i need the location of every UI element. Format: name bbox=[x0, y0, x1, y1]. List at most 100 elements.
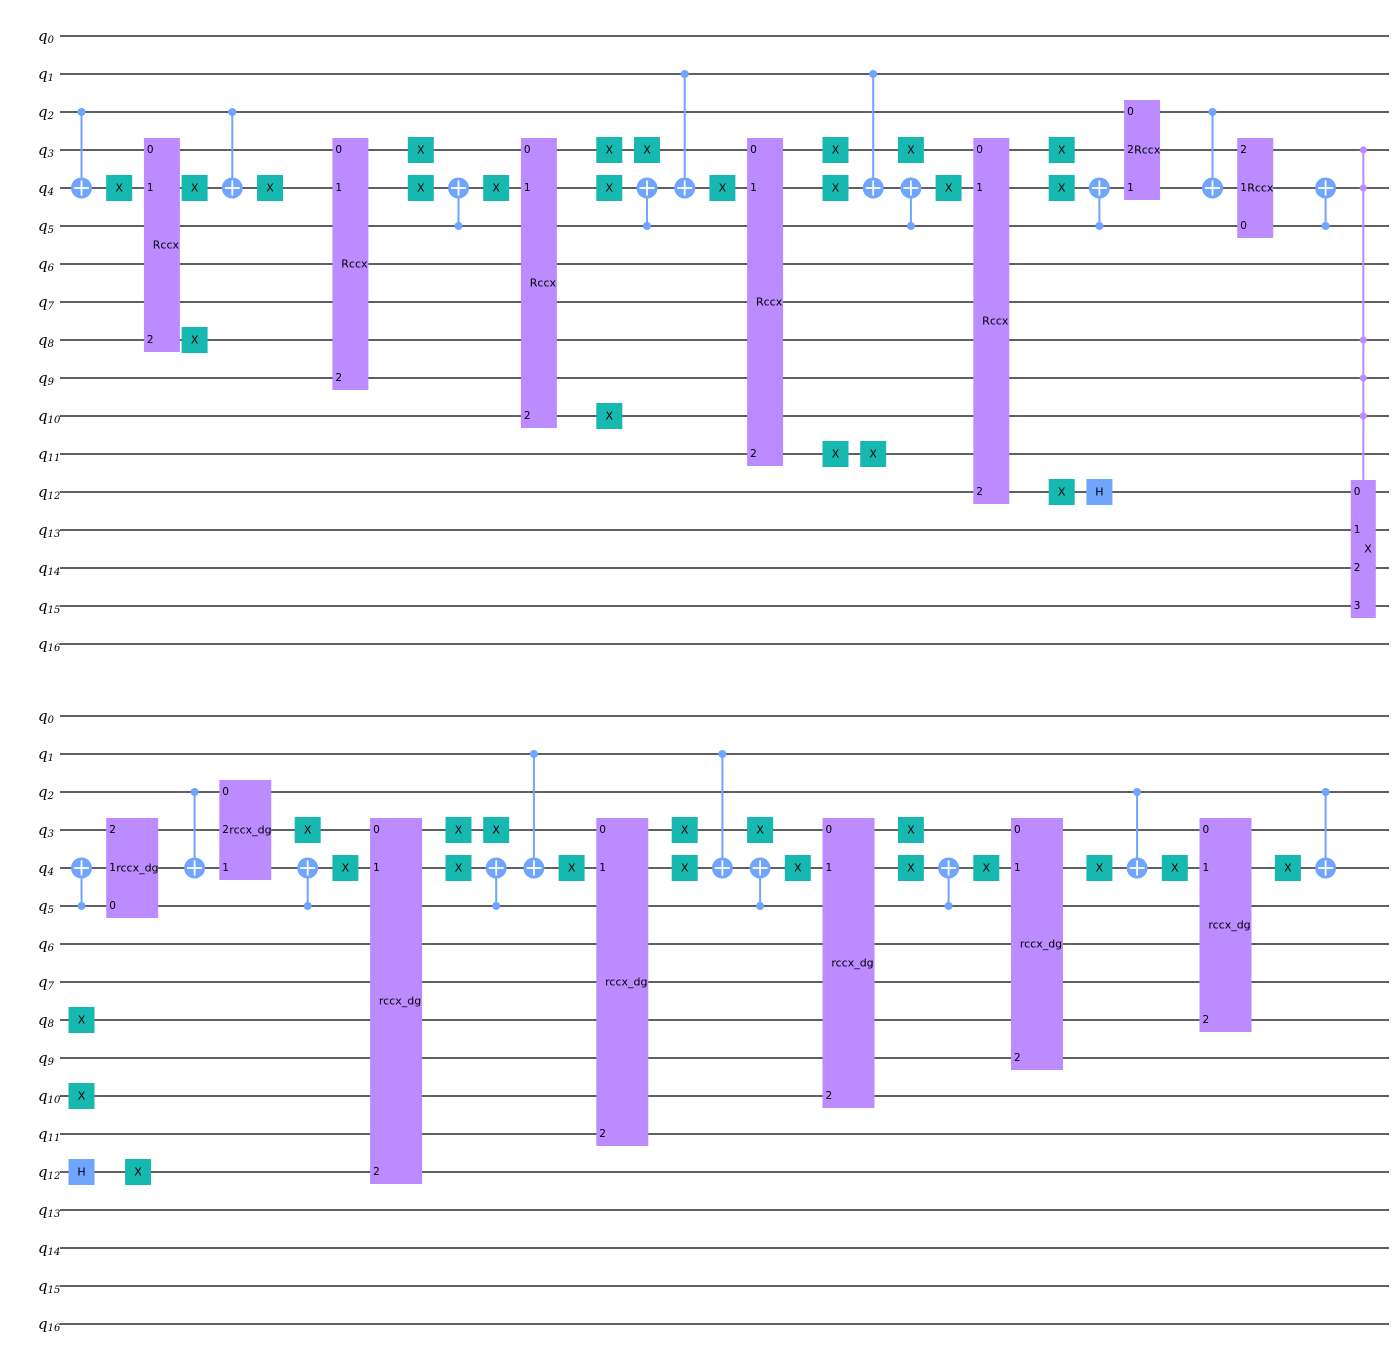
qubit-label: q5 bbox=[38, 217, 54, 236]
gate-name-label: rccx_dg bbox=[229, 824, 271, 837]
gate-port-label: 2 bbox=[524, 410, 531, 422]
multi-qubit-gate bbox=[596, 818, 649, 1146]
x-gate-label: X bbox=[1058, 486, 1066, 499]
gate-name-label: Rccx bbox=[341, 258, 368, 271]
multi-qubit-gate bbox=[370, 818, 423, 1184]
gate-port-label: 2 bbox=[335, 372, 342, 384]
x-gate bbox=[897, 817, 924, 843]
gate-name-label: Rccx bbox=[1247, 182, 1274, 195]
mcx-control-dot bbox=[1359, 412, 1367, 420]
gate-port-label: 2 bbox=[750, 448, 757, 460]
x-gate-label: X bbox=[492, 182, 500, 195]
x-gate-label: X bbox=[606, 410, 614, 423]
gate-port-label: 2 bbox=[1127, 144, 1134, 156]
gate-port-label: 1 bbox=[750, 182, 757, 194]
gate-port-label: 1 bbox=[1203, 862, 1210, 874]
qubit-label: q7 bbox=[38, 973, 55, 992]
multi-qubit-gate bbox=[973, 138, 1010, 504]
x-gate-label: X bbox=[869, 448, 877, 461]
x-gate bbox=[860, 441, 887, 467]
x-gate-label: X bbox=[832, 448, 840, 461]
x-gate-label: X bbox=[342, 862, 350, 875]
qubit-label: q6 bbox=[38, 255, 55, 274]
gate-port-label: 1 bbox=[1127, 182, 1134, 194]
multi-qubit-gate bbox=[106, 818, 159, 918]
gate-port-label: 0 bbox=[976, 144, 983, 156]
x-gate bbox=[784, 855, 811, 881]
gate-name-label: rccx_dg bbox=[1208, 919, 1250, 932]
cnot-control-dot bbox=[77, 902, 86, 910]
gate-port-label: 0 bbox=[599, 824, 606, 836]
qubit-label: q14 bbox=[38, 559, 60, 578]
gate-name-label: rccx_dg bbox=[605, 976, 647, 989]
x-gate-label: X bbox=[1171, 862, 1179, 875]
multi-qubit-gate bbox=[1124, 100, 1161, 200]
x-gate-label: X bbox=[492, 824, 500, 837]
x-gate-label: X bbox=[455, 862, 463, 875]
gate-port-label: 0 bbox=[1203, 824, 1210, 836]
mcx-control-dot bbox=[1359, 146, 1367, 154]
gate-port-label: 1 bbox=[1014, 862, 1021, 874]
x-gate bbox=[558, 855, 585, 881]
gate-port-label: 2 bbox=[147, 334, 154, 346]
gate-port-label: 1 bbox=[1354, 524, 1361, 536]
cnot-control-dot bbox=[303, 902, 312, 910]
x-gate-label: X bbox=[1096, 862, 1104, 875]
cnot-control-dot bbox=[1095, 222, 1104, 230]
x-gate bbox=[407, 175, 434, 201]
qubit-label: q7 bbox=[38, 293, 55, 312]
qubit-label: q16 bbox=[38, 1315, 61, 1334]
x-gate bbox=[483, 175, 510, 201]
x-gate-label: X bbox=[832, 144, 840, 157]
x-gate-label: X bbox=[681, 862, 689, 875]
gate-name-label: Rccx bbox=[153, 239, 180, 252]
gate-port-label: 2 bbox=[599, 1128, 606, 1140]
qubit-label: q13 bbox=[38, 1201, 60, 1220]
mcx-control-dot bbox=[1359, 336, 1367, 344]
gate-port-label: 0 bbox=[1354, 486, 1361, 498]
gate-name-label: Rccx bbox=[1134, 144, 1161, 157]
x-gate-label: X bbox=[417, 182, 425, 195]
multi-qubit-gate bbox=[219, 780, 272, 880]
qubit-label: q12 bbox=[38, 483, 60, 502]
gate-port-label: 1 bbox=[826, 862, 833, 874]
x-gate bbox=[822, 137, 849, 163]
cnot-control-dot bbox=[869, 70, 878, 78]
gate-port-label: 0 bbox=[222, 786, 229, 798]
x-gate-label: X bbox=[1058, 182, 1066, 195]
mcx-gate bbox=[1350, 480, 1376, 618]
x-gate-label: X bbox=[134, 1166, 142, 1179]
x-gate bbox=[897, 855, 924, 881]
gate-name-label: rccx_dg bbox=[831, 957, 873, 970]
qubit-label: q8 bbox=[38, 1011, 54, 1030]
gate-port-label: 0 bbox=[524, 144, 531, 156]
x-gate bbox=[596, 403, 623, 429]
x-gate-label: X bbox=[907, 824, 915, 837]
cnot-control-dot bbox=[1321, 222, 1330, 230]
x-gate bbox=[332, 855, 359, 881]
x-gate bbox=[1048, 137, 1075, 163]
qubit-label: q13 bbox=[38, 521, 60, 540]
x-gate bbox=[181, 327, 208, 353]
x-gate-label: X bbox=[78, 1090, 86, 1103]
cnot-control-dot bbox=[454, 222, 463, 230]
qubit-label: q6 bbox=[38, 935, 55, 954]
cnot-control-dot bbox=[643, 222, 651, 230]
gate-port-label: 1 bbox=[109, 862, 116, 874]
x-gate bbox=[68, 1083, 95, 1109]
gate-port-label: 2 bbox=[1240, 144, 1247, 156]
qubit-label: q9 bbox=[38, 369, 55, 388]
qubit-label: q12 bbox=[38, 1163, 60, 1182]
h-gate-label: H bbox=[1095, 486, 1103, 499]
qubit-label: q2 bbox=[38, 783, 54, 802]
qubit-label: q15 bbox=[38, 597, 60, 616]
gate-port-label: 1 bbox=[147, 182, 154, 194]
x-gate-label: X bbox=[794, 862, 802, 875]
x-gate bbox=[483, 817, 510, 843]
gate-port-label: 2 bbox=[109, 824, 116, 836]
x-gate bbox=[294, 817, 321, 843]
gate-port-label: 2 bbox=[222, 824, 229, 836]
gate-port-label: 0 bbox=[335, 144, 342, 156]
x-gate-label: X bbox=[907, 144, 915, 157]
